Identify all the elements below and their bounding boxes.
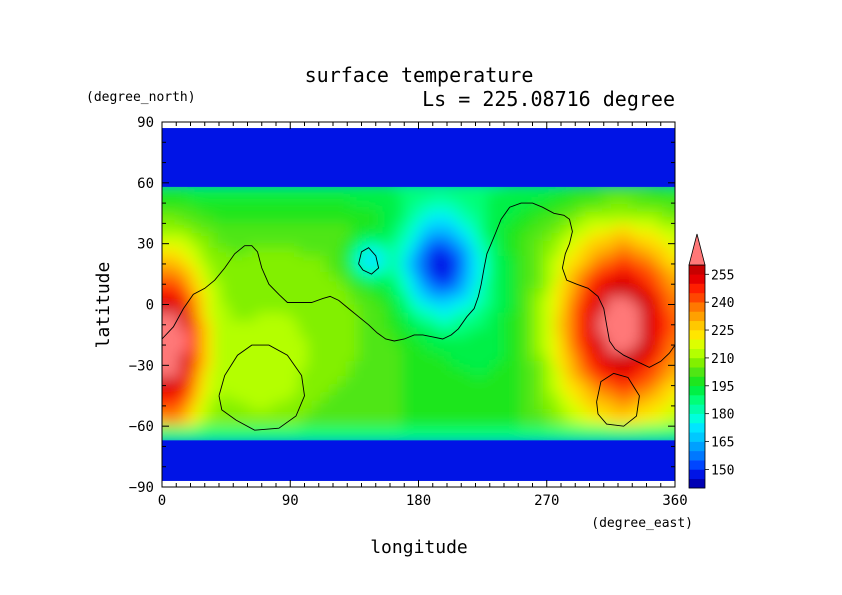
colorbar-swatch — [689, 422, 705, 433]
colorbar-swatch — [689, 376, 705, 387]
colorbar-swatch — [689, 302, 705, 312]
x-tick-label: 360 — [662, 493, 687, 509]
y-tick-label: −90 — [129, 480, 154, 496]
colorbar-swatch — [689, 283, 705, 294]
colorbar-tick-label: 210 — [711, 352, 734, 367]
topography-contours — [162, 202, 675, 431]
colorbar-swatch — [689, 367, 705, 377]
colorbar-swatch — [689, 385, 705, 396]
y-tick-label: 60 — [137, 176, 154, 192]
y-tick-label: −60 — [129, 419, 154, 435]
x-tick-label: 180 — [406, 493, 431, 509]
colorbar-tick-label: 150 — [711, 463, 734, 478]
contour-line — [218, 344, 305, 431]
x-axis-label: longitude — [370, 537, 468, 558]
x-axis: 0 90 180 270 360 — [158, 122, 688, 509]
x-tick-label: 0 — [158, 493, 166, 509]
y-axis-label: latitude — [93, 262, 114, 349]
colorbar-tick-label: 165 — [711, 436, 734, 451]
x-tick-label: 270 — [534, 493, 559, 509]
colorbar-swatch — [689, 265, 705, 275]
colorbar-swatch — [689, 330, 705, 340]
colorbar-swatch — [689, 441, 705, 452]
colorbar-swatch — [689, 395, 705, 405]
colorbar-swatch — [689, 404, 705, 414]
chart-title: surface temperature — [305, 63, 534, 87]
colorbar: 150 165 180 195 210 225 240 255 — [688, 233, 734, 489]
y-tick-label: 90 — [137, 115, 154, 131]
south-polar-cap — [162, 440, 675, 481]
y-tick-label: −30 — [129, 358, 154, 374]
x-tick-label: 90 — [282, 493, 299, 509]
colorbar-swatch — [689, 311, 705, 322]
contour-line — [162, 202, 675, 368]
temperature-field — [162, 128, 675, 481]
y-tick-label: 30 — [137, 237, 154, 253]
colorbar-swatch — [689, 357, 705, 368]
colorbar-swatch — [689, 348, 705, 359]
colorbar-swatch — [689, 460, 705, 470]
contour-line — [596, 372, 640, 427]
colorbar-tick-label: 225 — [711, 324, 734, 339]
colorbar-swatch — [689, 339, 705, 349]
colorbar-tick-label: 180 — [711, 408, 734, 423]
colorbar-swatch — [689, 320, 705, 331]
y-axis: −90 −60 −30 0 30 60 90 — [129, 115, 675, 496]
contour-line — [358, 247, 380, 275]
north-polar-cap — [162, 128, 675, 187]
colorbar-swatch — [689, 274, 705, 284]
colorbar-swatch — [689, 450, 705, 461]
colorbar-tick-label: 240 — [711, 296, 734, 311]
colorbar-tick-label: 195 — [711, 380, 734, 395]
colorbar-swatch — [689, 478, 705, 489]
colorbar-swatch — [689, 413, 705, 424]
y-tick-label: 0 — [146, 298, 154, 314]
colorbar-swatch — [689, 469, 705, 480]
y-axis-unit: (degree_north) — [86, 90, 196, 105]
colorbar-tick-label: 255 — [711, 268, 734, 283]
x-axis-unit: (degree_east) — [591, 516, 693, 531]
colorbar-swatch — [689, 292, 705, 303]
colorbar-swatch — [689, 432, 705, 442]
colorbar-extend-arrow — [688, 233, 706, 266]
chart-subtitle: Ls = 225.08716 degree — [422, 87, 675, 111]
